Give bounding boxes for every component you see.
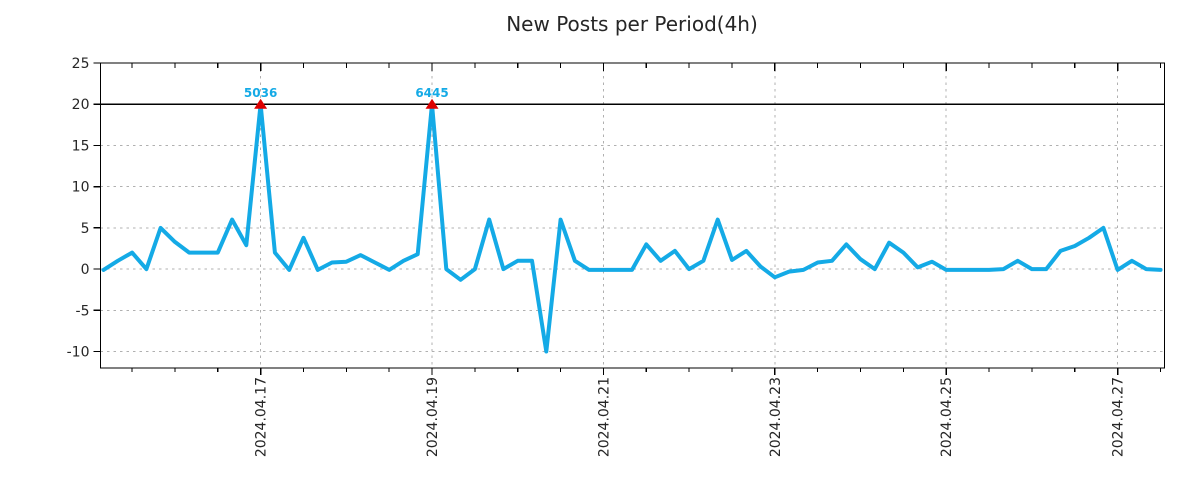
axes-frame [99, 62, 1166, 369]
y-tick-label: 20 [72, 97, 90, 113]
y-tick-label: 15 [72, 138, 90, 154]
y-tick-label: 10 [72, 180, 90, 196]
peak-annotation: 6445 [415, 86, 448, 100]
x-tick-label: 2024.04.17 [254, 377, 270, 457]
y-tick-label: 5 [81, 221, 90, 237]
peak-marker [254, 98, 268, 109]
x-tick-label: 2024.04.19 [425, 377, 441, 457]
y-tick-label: -5 [76, 303, 90, 319]
peak-marker [425, 98, 439, 109]
data-line [101, 102, 1163, 354]
x-tick-label: 2024.04.21 [596, 377, 612, 457]
x-tick-label: 2024.04.25 [939, 377, 955, 457]
y-tick-label: 0 [81, 262, 90, 278]
y-tick-label: 25 [72, 56, 90, 72]
chart-title: New Posts per Period(4h) [506, 12, 758, 36]
y-tick-label: -10 [67, 345, 90, 361]
x-tick-label: 2024.04.27 [1111, 377, 1127, 457]
peak-annotation: 5036 [244, 86, 277, 100]
x-tick-label: 2024.04.23 [768, 377, 784, 457]
